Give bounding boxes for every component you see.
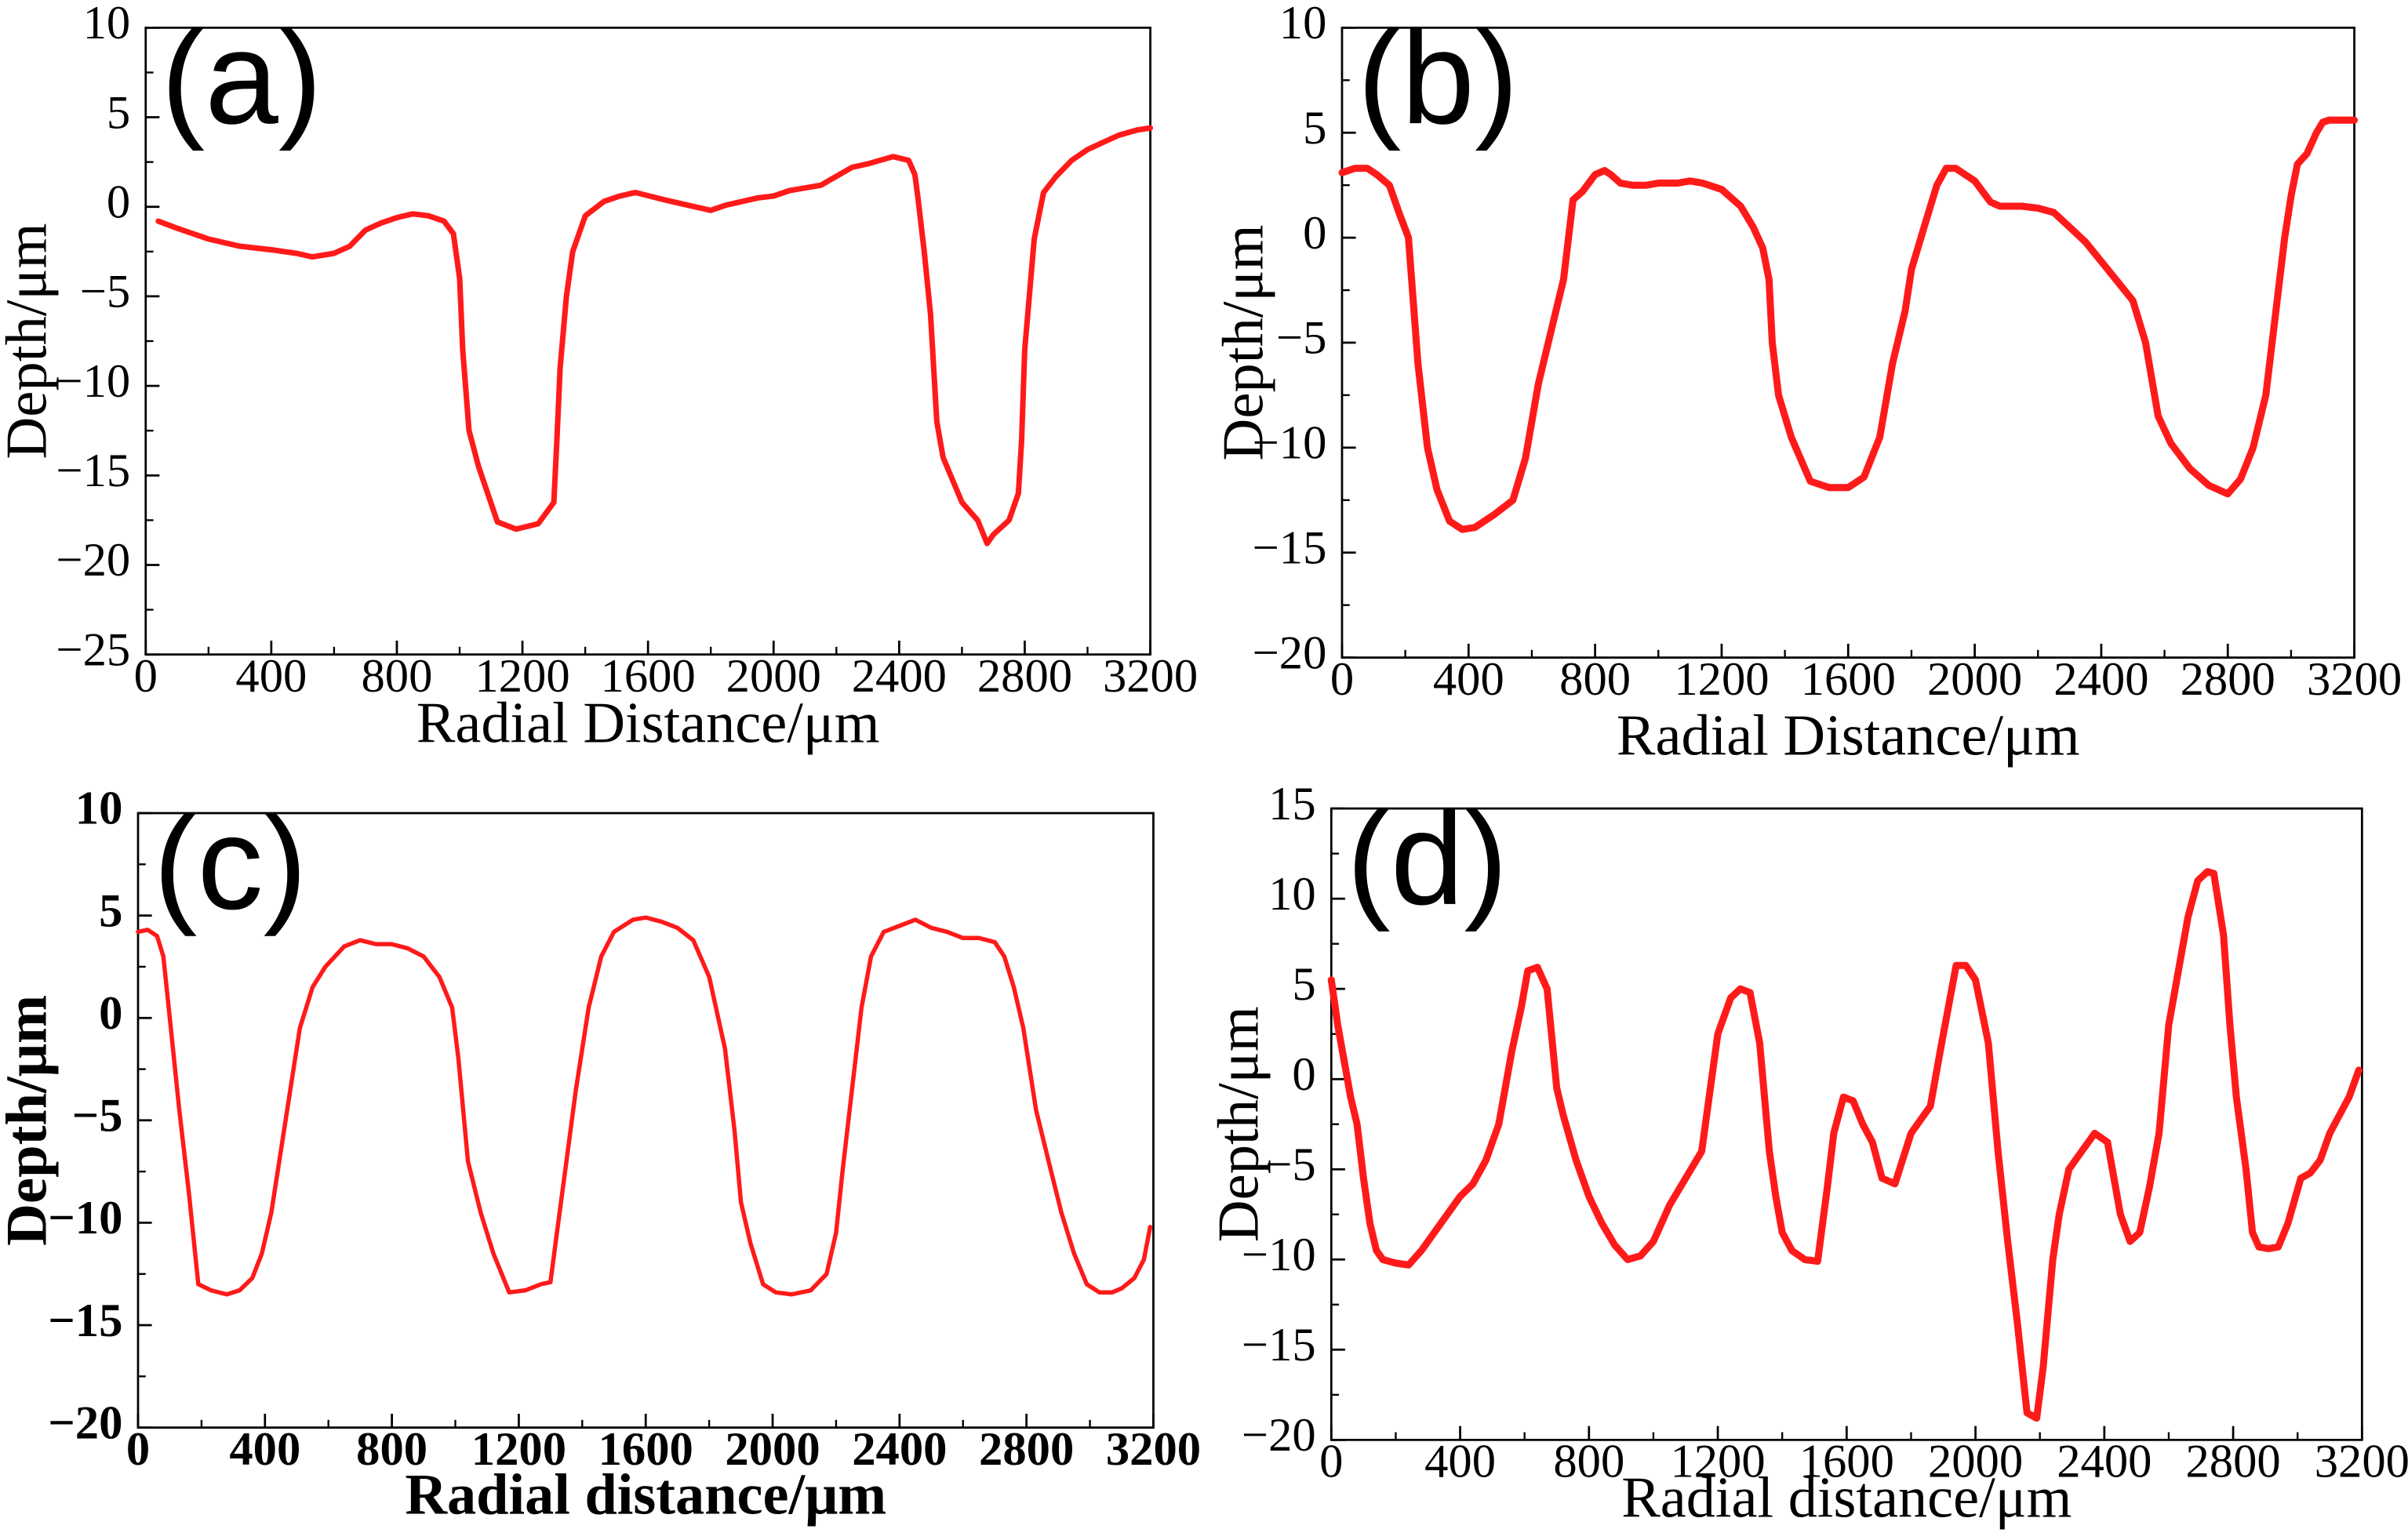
x-tick-label: 1200 [471,1423,566,1476]
x-tick-label: 2400 [2053,653,2148,706]
x-tick-label: 2800 [2181,653,2275,706]
y-tick-label: −20 [56,534,130,587]
x-tick-label: 1200 [1674,653,1769,706]
depth-profile-line [1338,116,2359,533]
y-tick-label: −5 [1276,312,1326,365]
x-tick-label: 3200 [2307,653,2402,706]
x-tick-label: 400 [1424,1435,1496,1487]
x-tick-label: 3200 [2315,1435,2408,1487]
y-tick-label: −20 [48,1397,122,1449]
x-tick-label: 400 [229,1423,300,1476]
y-tick-label: −5 [1265,1139,1315,1191]
depth-profile-line [136,915,1153,1297]
panel-label: (b) [1358,3,1519,151]
y-tick-label: 0 [1292,1048,1315,1101]
x-tick-label: 2000 [1928,1435,2023,1487]
x-tick-label: 2000 [726,650,821,703]
x-tick-label: 800 [362,650,433,703]
x-tick-label: 2400 [852,1423,947,1476]
x-tick-label: 2000 [1927,653,2022,706]
x-tick-label: 2400 [2057,1435,2152,1487]
y-axis-title: Depth/μm [0,223,60,459]
x-tick-label: 400 [235,650,307,703]
x-tick-label: 2800 [979,1423,1074,1476]
y-tick-label: 10 [1268,868,1316,921]
y-tick-label: −15 [1253,521,1327,574]
x-axis-title: Radial Distance/μm [1617,703,2080,768]
panel-label: (c) [154,788,307,936]
x-tick-label: 2800 [2185,1435,2280,1487]
x-tick-label: 800 [1553,1435,1624,1487]
y-tick-label: −10 [48,1192,122,1244]
y-tick-label: −15 [1242,1319,1316,1371]
y-tick-label: −25 [56,623,130,676]
x-tick-label: 0 [134,650,158,703]
y-tick-label: 0 [1303,207,1326,260]
y-tick-label: −20 [1242,1409,1316,1462]
x-tick-label: 3200 [1103,650,1198,703]
y-tick-label: 0 [107,176,130,228]
x-tick-label: 1200 [1670,1435,1765,1487]
depth-profile-line [1327,868,2363,1422]
x-tick-label: 1600 [1801,653,1896,706]
y-axis-title: Depth/μm [1207,1006,1271,1242]
x-tick-label: 2800 [977,650,1072,703]
panel-label: (a) [161,3,322,151]
depth-profile-line [155,125,1154,547]
y-tick-label: 5 [1303,102,1326,154]
x-tick-label: 2000 [725,1423,820,1476]
x-tick-label: 400 [1433,653,1504,706]
x-tick-label: 1200 [475,650,569,703]
x-axis-title: Radial Distance/μm [416,692,880,756]
y-tick-label: −5 [80,266,130,318]
y-tick-label: 10 [75,783,123,835]
y-tick-label: 0 [99,987,122,1040]
x-tick-label: 0 [1330,653,1354,706]
y-axis-title: Depth/μm [1211,224,1275,460]
y-tick-label: −10 [56,355,130,408]
x-axis-title: Radial distance/μm [405,1462,886,1527]
y-tick-label: −20 [1253,627,1327,679]
x-tick-label: 0 [126,1423,150,1476]
x-axis-title: Radial distance/μm [1621,1466,2072,1530]
y-tick-label: −10 [1253,417,1327,470]
y-tick-label: 10 [83,0,131,49]
x-tick-label: 2400 [852,650,947,703]
y-tick-label: 5 [99,884,122,937]
x-tick-label: 800 [1559,653,1631,706]
x-tick-label: 1600 [1799,1435,1894,1487]
y-axis-title: Depth/μm [0,995,60,1246]
y-tick-label: 5 [107,86,130,139]
y-tick-label: −15 [56,445,130,497]
y-tick-label: 10 [1279,0,1327,49]
y-tick-label: −15 [48,1295,122,1347]
y-tick-label: −10 [1242,1229,1316,1281]
y-tick-label: −5 [72,1089,123,1142]
x-tick-label: 800 [356,1423,427,1476]
y-tick-label: 15 [1268,778,1316,830]
x-tick-label: 3200 [1106,1423,1201,1476]
x-tick-label: 0 [1319,1435,1343,1487]
panel-label: (d) [1347,784,1508,932]
x-tick-label: 1600 [598,1423,693,1476]
x-tick-label: 1600 [601,650,696,703]
y-tick-label: 5 [1292,958,1315,1011]
